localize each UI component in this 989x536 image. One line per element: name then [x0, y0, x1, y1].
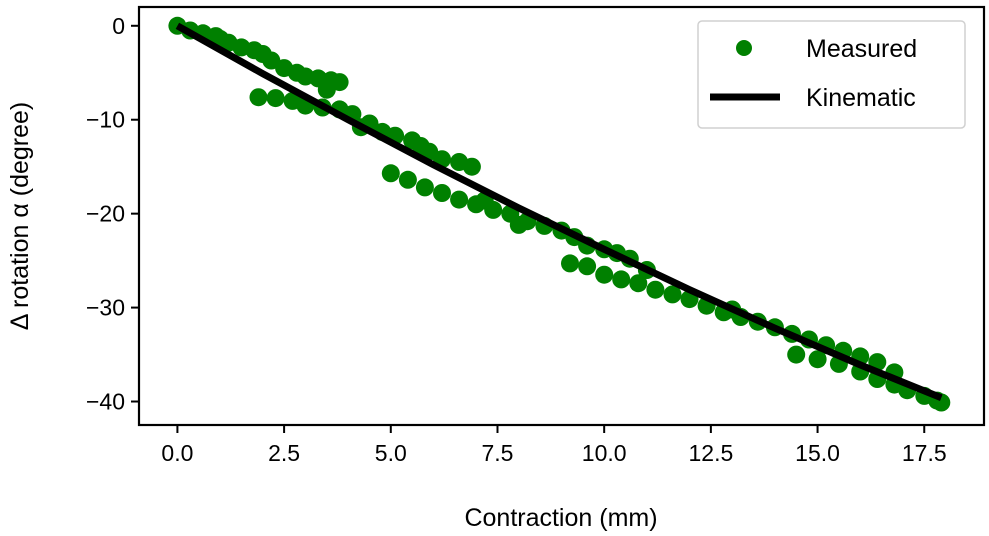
measured-point: [561, 254, 579, 273]
measured-point: [509, 215, 528, 234]
measured-point: [415, 178, 434, 197]
kinematic-series: [175, 22, 943, 402]
legend-measured-label: Measured: [806, 35, 917, 63]
measured-point: [787, 345, 806, 364]
y-tick-label: −20: [86, 201, 125, 227]
axes-frame: [137, 5, 986, 427]
y-tick-label: −10: [86, 107, 125, 133]
legend-box: [697, 20, 966, 129]
x-tick-label: 17.5: [902, 440, 947, 466]
measured-point: [612, 270, 631, 289]
measured-point: [249, 88, 268, 107]
x-tick-label: 2.5: [268, 440, 300, 466]
x-tick-label: 0.0: [161, 440, 193, 466]
measured-point: [381, 164, 400, 183]
measured-point: [266, 89, 285, 108]
y-tick-label: 0: [112, 13, 125, 39]
measured-point: [450, 190, 469, 209]
y-axis-ticks: 0 −10 −20 −30 −40: [86, 13, 139, 415]
measured-point: [317, 80, 336, 99]
measured-point: [808, 350, 827, 369]
legend: Measured Kinematic: [697, 20, 966, 129]
y-tick-label: −30: [86, 295, 125, 321]
kinematic-line: [175, 22, 943, 402]
measured-point: [433, 184, 451, 202]
y-tick-label: −40: [86, 389, 125, 415]
legend-kinematic-label: Kinematic: [806, 84, 916, 112]
measured-point: [595, 265, 614, 284]
measured-point: [663, 285, 682, 304]
plot-area: [168, 16, 951, 412]
x-tick-label: 7.5: [481, 440, 513, 466]
measured-point: [646, 280, 665, 299]
legend-measured-marker: [736, 40, 752, 56]
measured-point: [398, 170, 417, 189]
x-axis-title: Contraction (mm): [464, 504, 657, 532]
x-axis-ticks: 0.0 2.5 5.0 7.5 10.0 12.5 15.0 17.5: [161, 425, 947, 466]
measured-point: [578, 257, 597, 276]
y-axis-title: Δ rotation α (degree): [6, 102, 34, 331]
x-tick-label: 12.5: [688, 440, 733, 466]
x-tick-label: 5.0: [375, 440, 407, 466]
x-tick-label: 10.0: [582, 440, 627, 466]
x-tick-label: 15.0: [795, 440, 840, 466]
measured-point: [629, 274, 648, 293]
measured-point: [462, 157, 481, 176]
